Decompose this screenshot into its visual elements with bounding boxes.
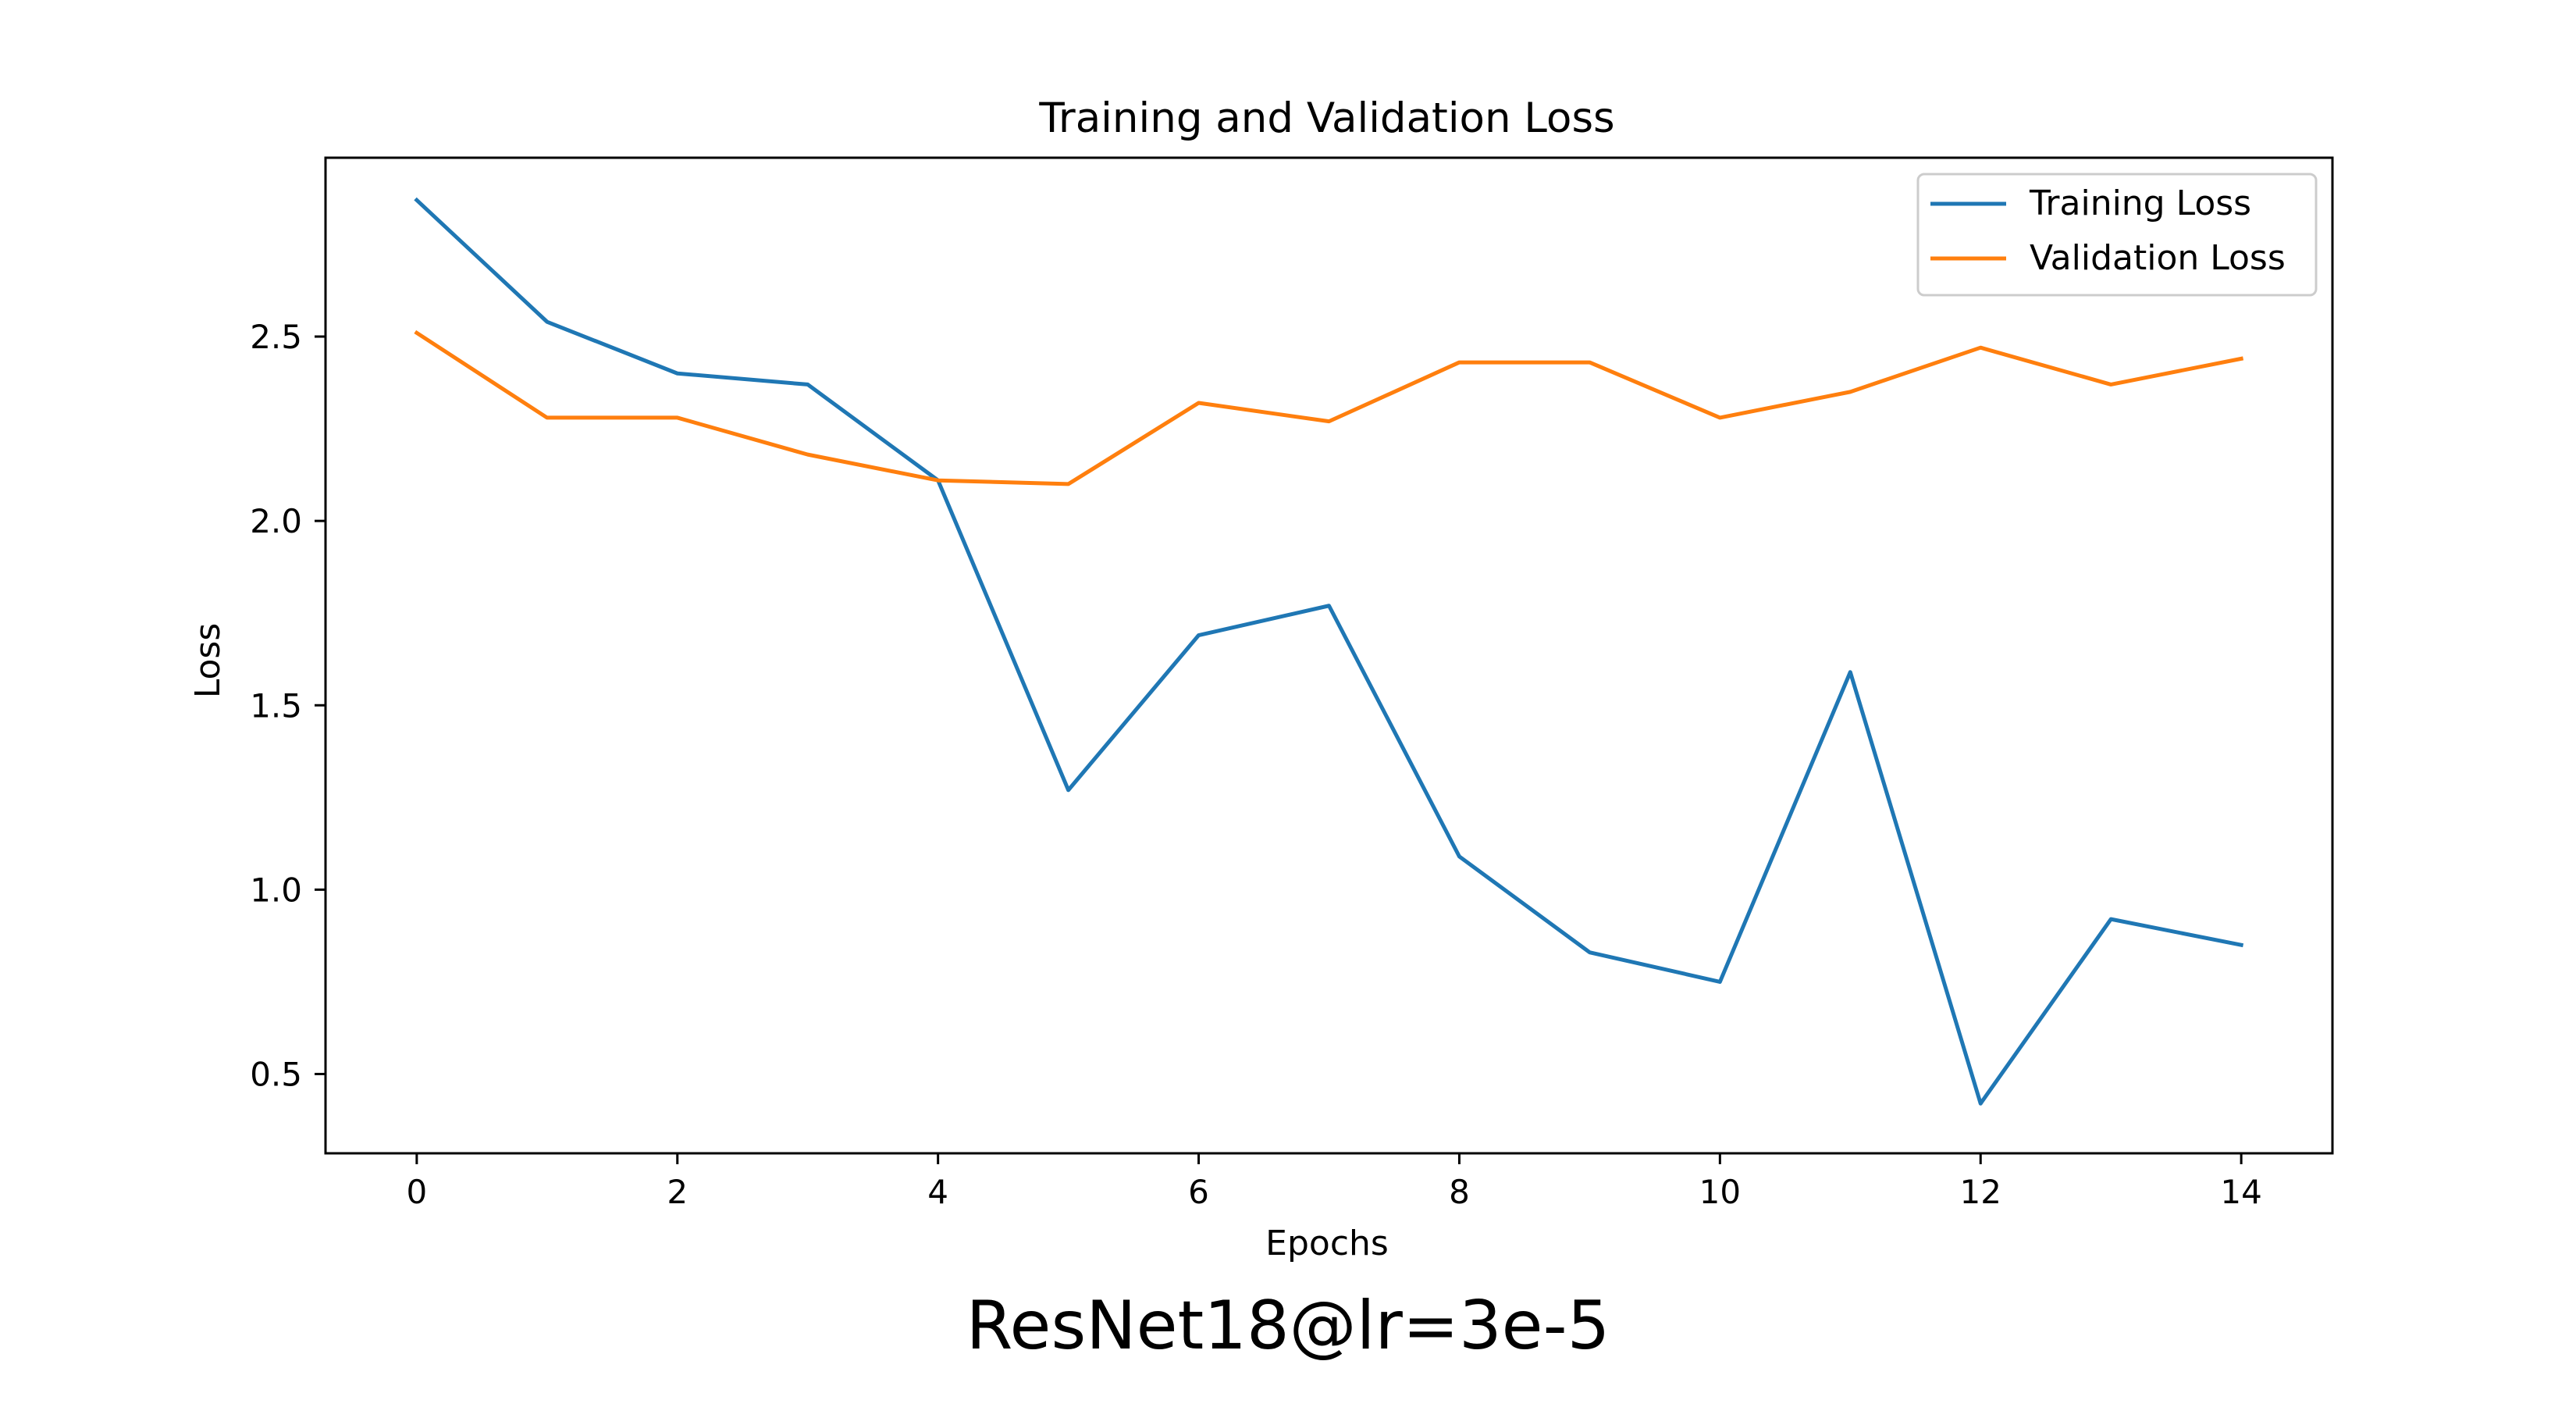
- y-tick-label: 2.0: [250, 502, 302, 540]
- x-tick-label: 8: [1449, 1173, 1470, 1211]
- series-line-validation-loss: [414, 330, 2244, 486]
- x-tick-label: 6: [1188, 1173, 1209, 1211]
- legend-box: [1916, 173, 2318, 297]
- x-tick-label: 14: [2220, 1173, 2261, 1211]
- legend: Training Loss Validation Loss: [1916, 173, 2318, 297]
- y-axis: 0.5 1.0 1.5 2.0 2.5: [250, 318, 326, 1093]
- y-tick-label: 0.5: [250, 1055, 302, 1093]
- x-tick-label: 0: [406, 1173, 427, 1211]
- legend-label-validation: Validation Loss: [2030, 238, 2286, 278]
- series-layer: [414, 197, 2244, 1106]
- y-tick-label: 1.0: [250, 871, 302, 909]
- figure-caption: ResNet18@lr=3e-5: [966, 1287, 1610, 1365]
- x-tick-label: 2: [667, 1173, 688, 1211]
- x-tick-label: 12: [1960, 1173, 2001, 1211]
- chart-title: Training and Validation Loss: [1038, 94, 1614, 142]
- series-line-training-loss: [414, 197, 2244, 1106]
- plot-area: [324, 156, 2334, 1155]
- y-tick-label: 1.5: [250, 686, 302, 725]
- y-axis-label: Loss: [188, 623, 228, 699]
- y-tick-label: 2.5: [250, 318, 302, 356]
- x-tick-label: 10: [1699, 1173, 1741, 1211]
- x-axis-label: Epochs: [1265, 1224, 1389, 1263]
- legend-label-training: Training Loss: [2029, 183, 2251, 223]
- x-axis: 0 2 4 6 8 10 12 14: [406, 1153, 2262, 1211]
- x-tick-label: 4: [927, 1173, 948, 1211]
